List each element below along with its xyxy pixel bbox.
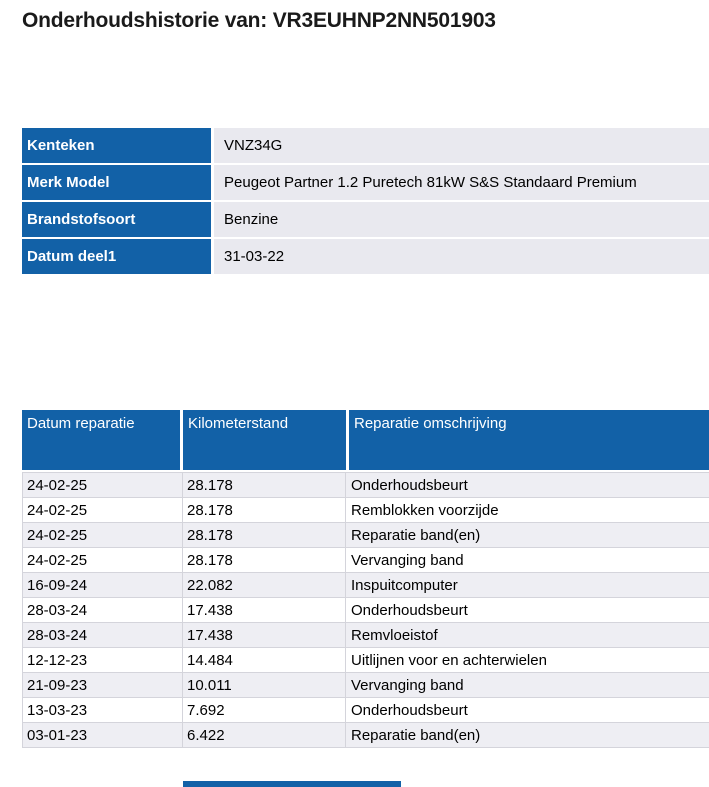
repair-column-header: Reparatie omschrijving [349, 410, 709, 470]
vehicle-field-label: Brandstofsoort [22, 202, 211, 237]
repair-date-cell: 28-03-24 [23, 598, 183, 622]
vehicle-info-row: Datum deel1 31-03-22 [22, 239, 709, 274]
vehicle-info-row: Kenteken VNZ34G [22, 128, 709, 163]
repair-description-cell: Inspuitcomputer [351, 576, 458, 594]
repair-description-cell: Onderhoudsbeurt [351, 701, 468, 719]
vehicle-field-label: Datum deel1 [22, 239, 211, 274]
vehicle-info-row: Merk Model Peugeot Partner 1.2 Puretech 8… [22, 165, 709, 200]
repair-description-cell: Vervanging band [351, 551, 464, 569]
repair-date-cell: 16-09-24 [23, 573, 183, 597]
repair-table-row: 13-03-23 7.692 Onderhoudsbeurt [23, 698, 709, 723]
kilometer-cell: 28.178 [183, 473, 346, 497]
page-title: Onderhoudshistorie van: VR3EUHNP2NN50190… [22, 9, 496, 32]
kilometer-cell: 7.692 [183, 698, 346, 722]
repair-table-row: 16-09-24 22.082 Inspuitcomputer [23, 573, 709, 598]
vehicle-field-value: VNZ34G [214, 128, 709, 163]
vehicle-info-row: Brandstofsoort Benzine [22, 202, 709, 237]
repair-table-row: 03-01-23 6.422 Reparatie band(en) [23, 723, 709, 748]
repair-description-cell: Onderhoudsbeurt [351, 476, 468, 494]
vehicle-field-value: 31-03-22 [214, 239, 709, 274]
repair-date-cell: 24-02-25 [23, 473, 183, 497]
repair-date-cell: 24-02-25 [23, 523, 183, 547]
kilometer-cell: 10.011 [183, 673, 346, 697]
repair-description-cell: Uitlijnen voor en achterwielen [351, 651, 547, 669]
repair-description-cell: Reparatie band(en) [351, 726, 481, 744]
repair-date-cell: 12-12-23 [23, 648, 183, 672]
repair-table-row: 12-12-23 14.484 Uitlijnen voor en achterwi… [23, 648, 709, 673]
repair-description-cell: Onderhoudsbeurt [351, 601, 468, 619]
vehicle-field-value: Peugeot Partner 1.2 Puretech 81kW S&S St… [214, 165, 709, 200]
repair-date-cell: 28-03-24 [23, 623, 183, 647]
repair-table-row: 24-02-25 28.178 Onderhoudsbeurt [23, 473, 709, 498]
kilometer-cell: 17.438 [183, 623, 346, 647]
kilometer-cell: 14.484 [183, 648, 346, 672]
repair-date-cell: 21-09-23 [23, 673, 183, 697]
repair-column-header: Kilometerstand [183, 410, 346, 470]
kilometer-cell: 17.438 [183, 598, 346, 622]
vehicle-field-label: Kenteken [22, 128, 211, 163]
repair-date-cell: 24-02-25 [23, 548, 183, 572]
kilometer-cell: 6.422 [183, 723, 346, 747]
repair-table-header-row: Datum reparatie Kilometerstand Reparatie o… [22, 410, 709, 470]
repair-date-cell: 13-03-23 [23, 698, 183, 722]
horizontal-scrollbar-thumb[interactable] [183, 781, 401, 787]
kilometer-cell: 28.178 [183, 523, 346, 547]
repair-table-row: 28-03-24 17.438 Onderhoudsbeurt [23, 598, 709, 623]
repair-table-row: 24-02-25 28.178 Reparatie band(en) [23, 523, 709, 548]
repair-description-cell: Vervanging band [351, 676, 464, 694]
repair-table-body: 24-02-25 28.178 Onderhoudsbeurt 24-02-25 28.… [22, 472, 709, 748]
vehicle-field-label: Merk Model [22, 165, 211, 200]
vehicle-info-table: Kenteken VNZ34G Merk Model Peugeot Partner … [22, 128, 709, 274]
repair-date-cell: 03-01-23 [23, 723, 183, 747]
repair-table-row: 28-03-24 17.438 Remvloeistof [23, 623, 709, 648]
repair-date-cell: 24-02-25 [23, 498, 183, 522]
repair-table-row: 21-09-23 10.011 Vervanging band [23, 673, 709, 698]
repair-description-cell: Remvloeistof [351, 626, 438, 644]
repair-column-header: Datum reparatie [22, 410, 180, 470]
repair-description-cell: Remblokken voorzijde [351, 501, 499, 519]
repair-table-row: 24-02-25 28.178 Vervanging band [23, 548, 709, 573]
kilometer-cell: 28.178 [183, 498, 346, 522]
kilometer-cell: 22.082 [183, 573, 346, 597]
kilometer-cell: 28.178 [183, 548, 346, 572]
repair-table-row: 24-02-25 28.178 Remblokken voorzijde [23, 498, 709, 523]
repair-history-table: Datum reparatie Kilometerstand Reparatie o… [22, 410, 709, 748]
vehicle-field-value: Benzine [214, 202, 709, 237]
repair-description-cell: Reparatie band(en) [351, 526, 481, 544]
